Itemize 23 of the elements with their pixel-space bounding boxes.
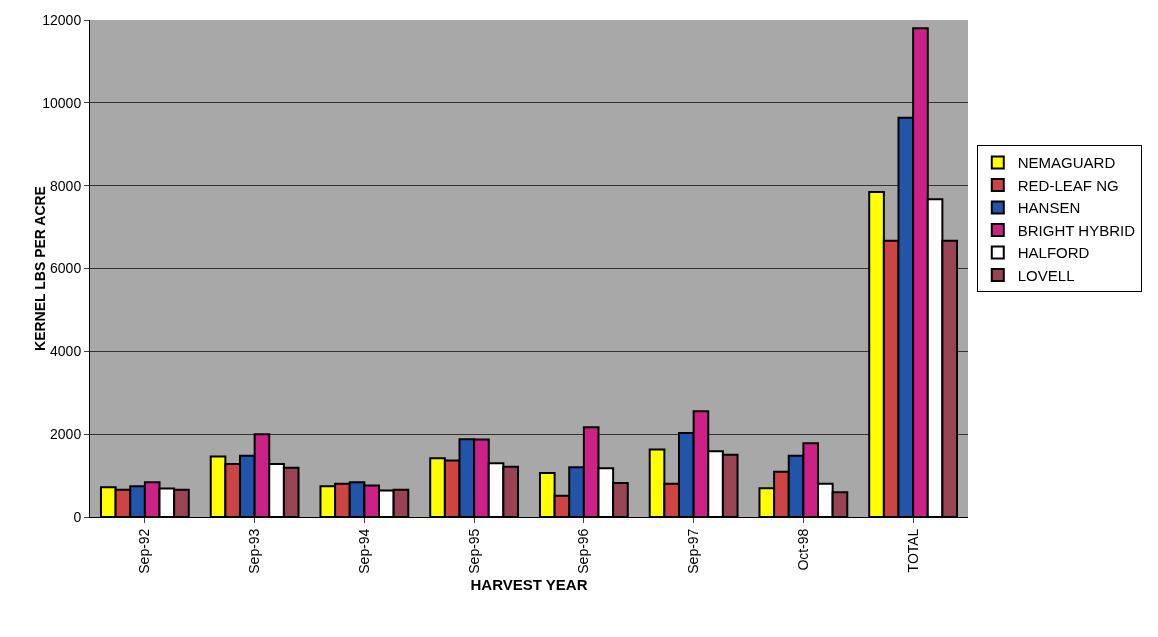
- y-axis-title: KERNEL LBS PER ACRE: [32, 186, 49, 351]
- y-tick-label: 2000: [50, 426, 82, 443]
- legend-label: LOVELL: [1017, 266, 1075, 284]
- x-tick-label: Sep-97: [685, 528, 702, 574]
- y-tick-label: 10000: [42, 94, 82, 111]
- x-tick-label: TOTAL: [904, 528, 921, 573]
- x-axis-title: HARVEST YEAR: [470, 575, 588, 593]
- x-tick-label: Oct-98: [794, 528, 811, 571]
- x-tick-label: Sep-94: [355, 528, 372, 574]
- legend-label: NEMAGUARD: [1017, 154, 1116, 172]
- legend-label: RED-LEAF NG: [1017, 176, 1119, 194]
- x-tick-label: Sep-95: [465, 528, 482, 574]
- y-tick-label: 12000: [42, 11, 82, 28]
- x-tick-label: Sep-92: [136, 528, 153, 574]
- y-tick-label: 4000: [50, 343, 82, 360]
- y-tick-label: 6000: [50, 260, 82, 277]
- legend-label: BRIGHT HYBRID: [1017, 221, 1136, 239]
- y-tick-label: 8000: [50, 177, 82, 194]
- legend-label: HANSEN: [1017, 199, 1081, 217]
- x-tick-label: Sep-93: [246, 528, 263, 574]
- x-tick-label: Sep-96: [575, 528, 592, 574]
- legend-label: HALFORD: [1017, 244, 1090, 262]
- y-tick-label: 0: [73, 508, 82, 525]
